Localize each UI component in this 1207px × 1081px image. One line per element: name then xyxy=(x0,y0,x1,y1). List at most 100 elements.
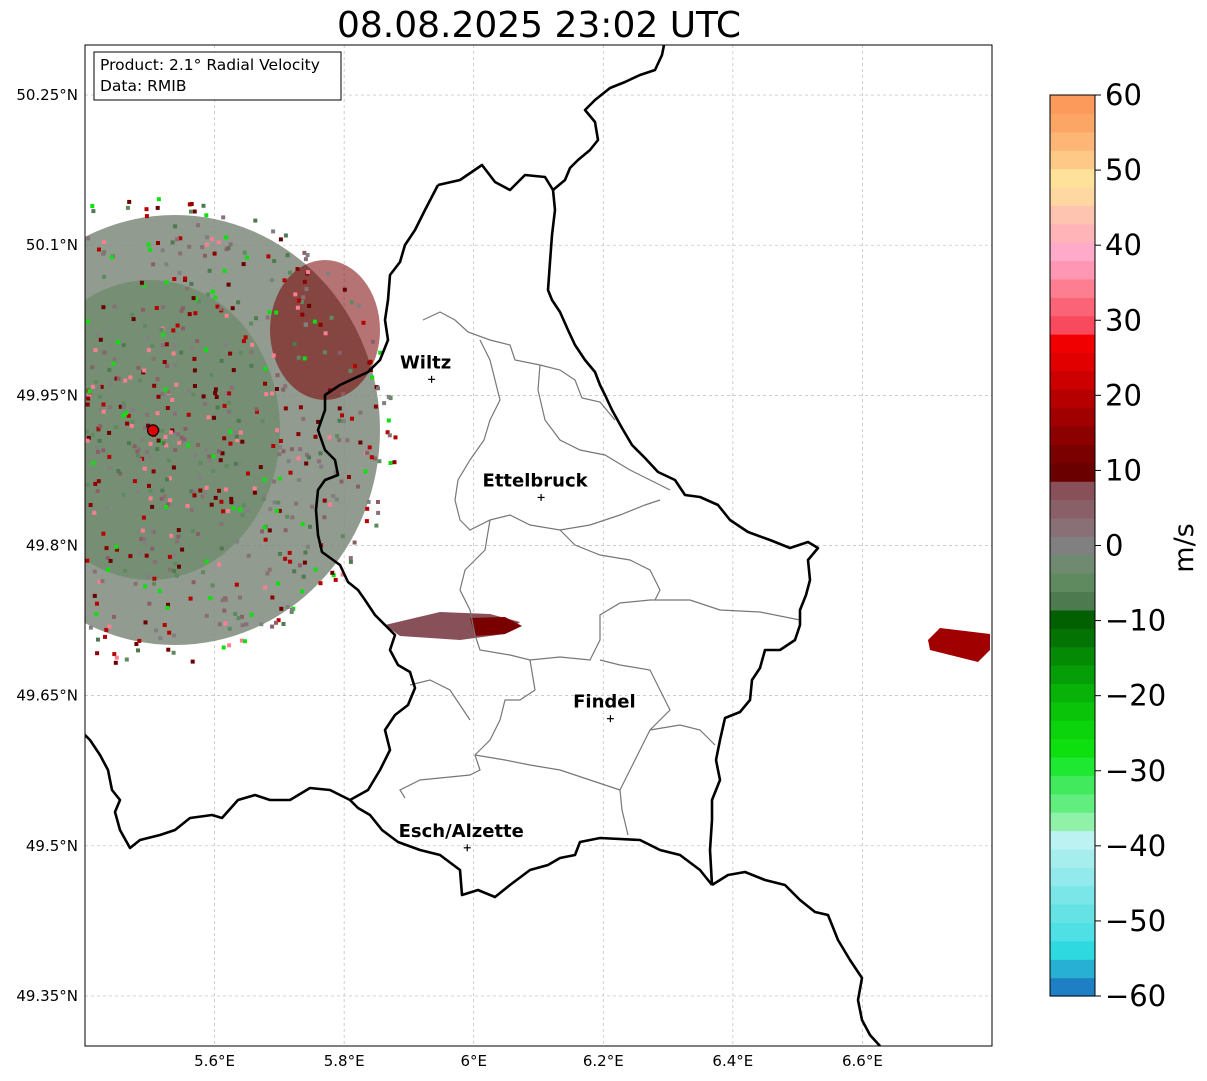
echo-pixel xyxy=(281,449,286,454)
echo-pixel xyxy=(102,350,107,355)
echo-pixel xyxy=(192,453,197,458)
echo-pixel xyxy=(176,528,181,533)
colorbar-band xyxy=(1050,775,1095,795)
echo-pixel xyxy=(127,199,132,204)
echo-pixel xyxy=(186,412,191,417)
echo-pixel xyxy=(141,537,146,542)
colorbar-band xyxy=(1050,793,1095,813)
echo-pixel xyxy=(90,384,95,389)
echo-pixel xyxy=(301,295,306,300)
echo-pixel xyxy=(223,621,228,626)
echo-pixel xyxy=(238,461,243,466)
echo-pixel xyxy=(274,310,279,315)
echo-pixel xyxy=(281,387,286,392)
echo-pixel xyxy=(213,495,218,500)
echo-pixel xyxy=(217,622,222,627)
echo-pixel xyxy=(281,622,286,626)
lon-tick-label: 6°E xyxy=(460,1052,487,1070)
echo-pixel xyxy=(140,437,145,442)
echo-pixel xyxy=(337,406,342,411)
echo-pixel xyxy=(138,378,143,383)
echo-pixel xyxy=(236,616,241,621)
echo-pixel xyxy=(198,461,203,465)
echo-pixel xyxy=(189,345,194,350)
echo-pixel xyxy=(226,282,231,287)
echo-pixel xyxy=(227,626,232,631)
echo-pixel xyxy=(101,251,106,256)
echo-pixel xyxy=(229,385,234,390)
echo-pixel xyxy=(393,435,398,440)
echo-pixel xyxy=(93,348,98,353)
echo-pixel xyxy=(198,488,203,493)
echo-pixel xyxy=(171,351,176,356)
colorbar-band xyxy=(1050,646,1095,666)
echo-pixel xyxy=(229,500,234,505)
echo-pixel xyxy=(173,411,177,416)
echo-pixel xyxy=(270,624,275,629)
echo-pixel xyxy=(272,479,277,484)
echo-pixel xyxy=(143,620,148,625)
echo-pixel xyxy=(305,544,310,549)
echo-pixel xyxy=(207,268,212,273)
echo-pixel xyxy=(107,454,112,459)
colorbar-band xyxy=(1050,334,1095,354)
echo-pixel xyxy=(201,570,206,575)
echo-pixel xyxy=(216,562,221,567)
echo-pixel xyxy=(90,204,95,208)
colorbar-tick-label: 20 xyxy=(1105,378,1142,412)
colorbar-band xyxy=(1050,830,1095,850)
colorbar-band xyxy=(1050,573,1095,593)
echo-pixel xyxy=(161,333,166,337)
echo-pixel xyxy=(187,312,192,317)
echo-pixel xyxy=(150,504,155,509)
echo-pixel xyxy=(263,537,268,542)
echo-pixel xyxy=(352,364,357,369)
echo-pixel xyxy=(144,207,149,212)
echo-pixel xyxy=(157,588,162,593)
echo-pixel xyxy=(90,365,95,370)
echo-pixel xyxy=(177,564,181,569)
echo-pixel xyxy=(103,634,107,639)
echo-pixel xyxy=(238,350,243,355)
echo-pixel xyxy=(334,497,339,502)
echo-pixel xyxy=(166,458,171,463)
echo-pixel xyxy=(85,438,90,443)
colorbar-band xyxy=(1050,701,1095,721)
echo-pixel xyxy=(179,308,184,313)
colorbar-band xyxy=(1050,665,1095,685)
echo-pixel xyxy=(209,502,214,507)
echo-pixel xyxy=(217,449,221,454)
echo-pixel xyxy=(241,503,246,508)
echo-pixel xyxy=(303,550,308,555)
echo-pixel xyxy=(85,482,90,487)
echo-pixel xyxy=(167,476,172,481)
echo-pixel xyxy=(208,458,213,463)
colorbar-band xyxy=(1050,95,1095,114)
info-data-source: Data: RMIB xyxy=(100,77,187,95)
echo-pixel xyxy=(294,501,299,506)
latitude-axis: 50.25°N 50.1°N 49.95°N 49.8°N 49.65°N 49.5°N 4… xyxy=(16,86,78,1005)
echo-pixel xyxy=(239,638,244,643)
echo-pixel xyxy=(300,522,305,527)
echo-pixel xyxy=(192,384,197,388)
echo-pixel xyxy=(183,426,188,431)
echo-pixel xyxy=(150,343,155,348)
lon-tick-label: 5.6°E xyxy=(194,1052,235,1070)
echo-pixel xyxy=(327,435,332,440)
echo-pixel xyxy=(163,387,168,392)
echo-pixel xyxy=(219,358,224,363)
echo-pixel xyxy=(262,525,267,530)
colorbar-band xyxy=(1050,205,1095,225)
echo-pixel xyxy=(148,441,153,446)
echo-pixel xyxy=(275,387,279,391)
colorbar-band xyxy=(1050,389,1095,409)
echo-pixel xyxy=(166,502,171,507)
echo-pixel xyxy=(288,559,293,564)
echo-pixel xyxy=(364,519,369,524)
echo-pixel xyxy=(249,350,254,354)
echo-pixel xyxy=(236,300,241,305)
echo-pixel xyxy=(152,581,156,586)
echo-pixel xyxy=(348,559,353,564)
echo-pixel xyxy=(278,237,283,242)
radar-echoes xyxy=(85,197,990,665)
